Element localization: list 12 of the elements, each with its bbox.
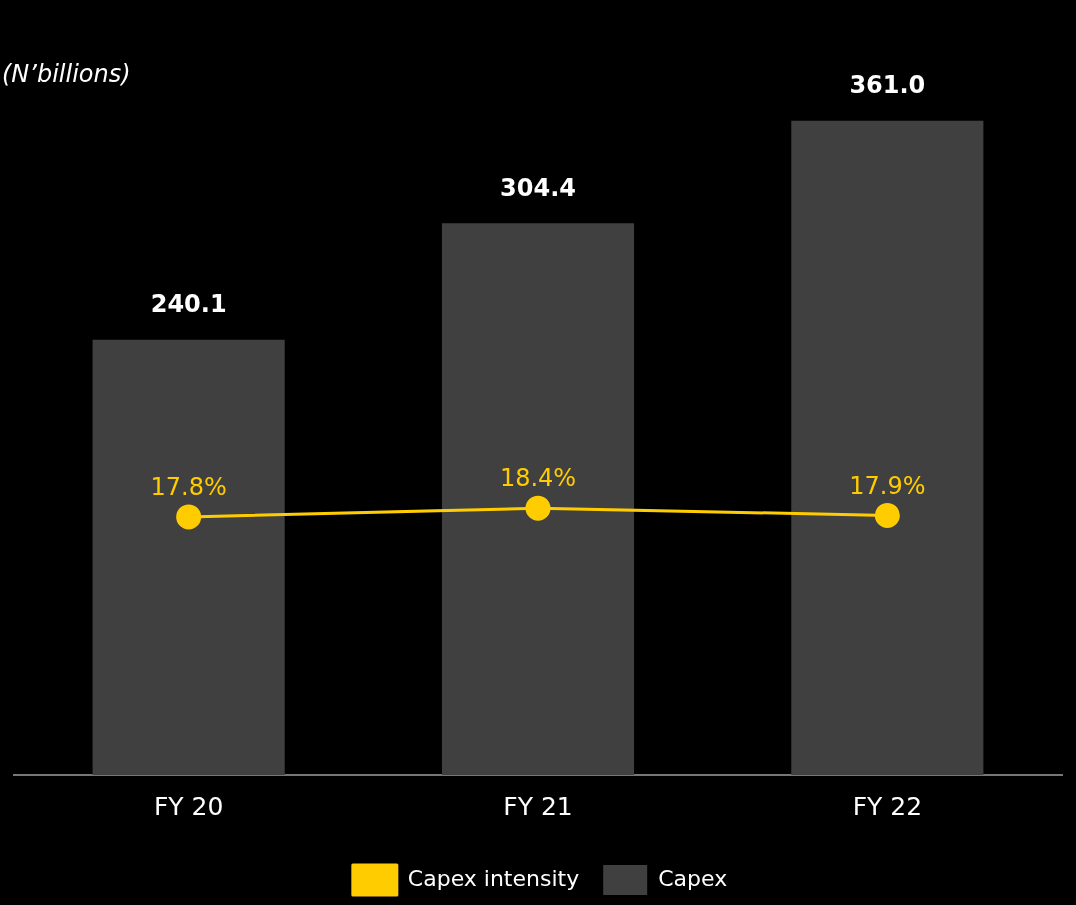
legend-label: Capex intensity <box>407 865 580 891</box>
x-tick-label: FY 22 <box>852 791 923 821</box>
legend-label: Capex <box>658 865 728 891</box>
x-tick-label: FY 20 <box>153 791 224 821</box>
data-label: 17.9% <box>849 471 926 500</box>
data-label: 18.4% <box>499 464 577 493</box>
data-label: 304.4 <box>500 173 576 202</box>
data-label: 240.1 <box>150 290 227 319</box>
x-tick-label: FY 21 <box>503 791 573 821</box>
data-label: 361.0 <box>849 70 926 99</box>
data-label: 17.8% <box>150 473 227 502</box>
y-axis-title: (N’billions) <box>2 60 131 89</box>
